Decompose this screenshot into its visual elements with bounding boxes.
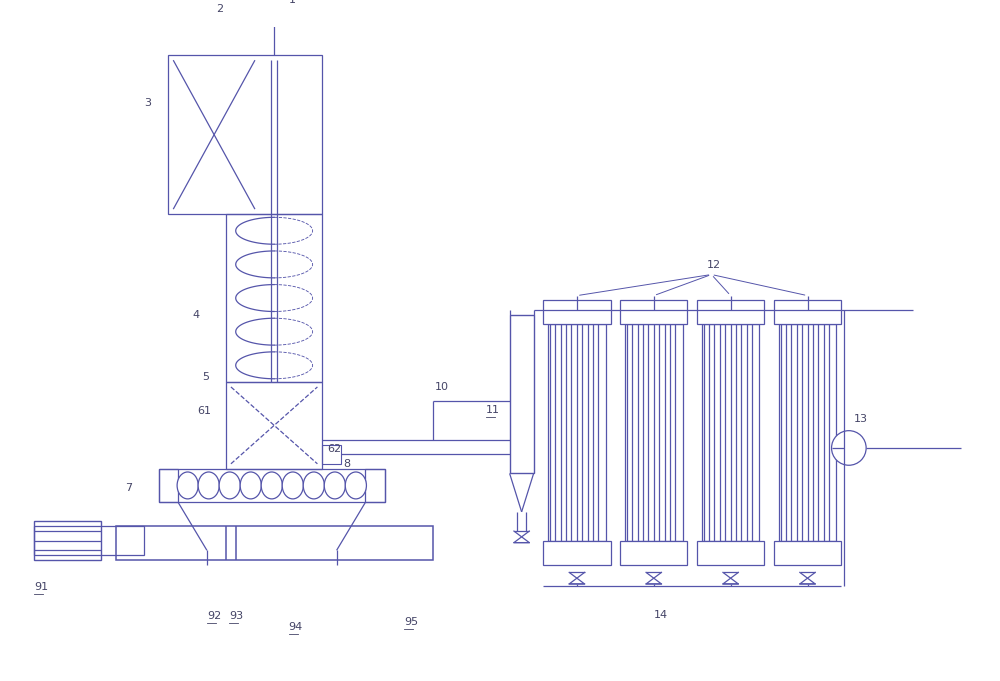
Text: 8: 8 xyxy=(343,459,350,469)
Bar xyxy=(116,526,433,560)
Ellipse shape xyxy=(324,472,345,499)
Text: 93: 93 xyxy=(229,611,243,620)
Text: 2: 2 xyxy=(217,4,224,14)
Text: 61: 61 xyxy=(197,406,211,416)
Ellipse shape xyxy=(303,472,324,499)
Bar xyxy=(774,541,841,565)
Text: 62: 62 xyxy=(327,445,341,454)
Text: 4: 4 xyxy=(192,310,200,320)
Bar xyxy=(510,315,534,473)
Bar xyxy=(168,55,322,214)
Bar xyxy=(702,324,759,541)
Text: 92: 92 xyxy=(207,611,221,620)
Ellipse shape xyxy=(240,472,261,499)
Bar xyxy=(620,300,687,324)
Text: 91: 91 xyxy=(34,582,48,592)
Bar xyxy=(365,469,385,503)
Bar xyxy=(625,324,683,541)
Text: 1: 1 xyxy=(289,0,296,5)
Bar xyxy=(697,300,764,324)
Bar xyxy=(245,3,303,17)
Text: 12: 12 xyxy=(707,260,721,270)
Bar xyxy=(774,300,841,324)
Bar xyxy=(159,469,385,503)
Text: 14: 14 xyxy=(654,609,668,620)
Bar xyxy=(34,526,144,555)
Bar xyxy=(543,300,611,324)
Bar xyxy=(226,214,322,382)
Text: 95: 95 xyxy=(404,618,418,627)
Bar xyxy=(226,382,322,469)
Circle shape xyxy=(832,430,866,465)
Ellipse shape xyxy=(282,472,303,499)
Ellipse shape xyxy=(219,472,240,499)
Bar xyxy=(34,522,101,560)
Ellipse shape xyxy=(177,472,198,499)
Bar xyxy=(697,541,764,565)
Ellipse shape xyxy=(198,472,219,499)
Bar xyxy=(548,324,606,541)
Bar xyxy=(620,541,687,565)
Text: 94: 94 xyxy=(289,622,303,632)
Text: 10: 10 xyxy=(435,382,449,392)
Bar xyxy=(543,541,611,565)
Ellipse shape xyxy=(261,472,282,499)
Text: 13: 13 xyxy=(854,414,868,424)
Text: 3: 3 xyxy=(144,99,151,108)
Bar xyxy=(779,324,836,541)
Text: 7: 7 xyxy=(125,483,132,493)
Text: 5: 5 xyxy=(202,373,209,382)
Ellipse shape xyxy=(345,472,366,499)
Bar xyxy=(322,445,341,464)
Bar xyxy=(159,469,178,503)
Text: 11: 11 xyxy=(486,405,500,415)
